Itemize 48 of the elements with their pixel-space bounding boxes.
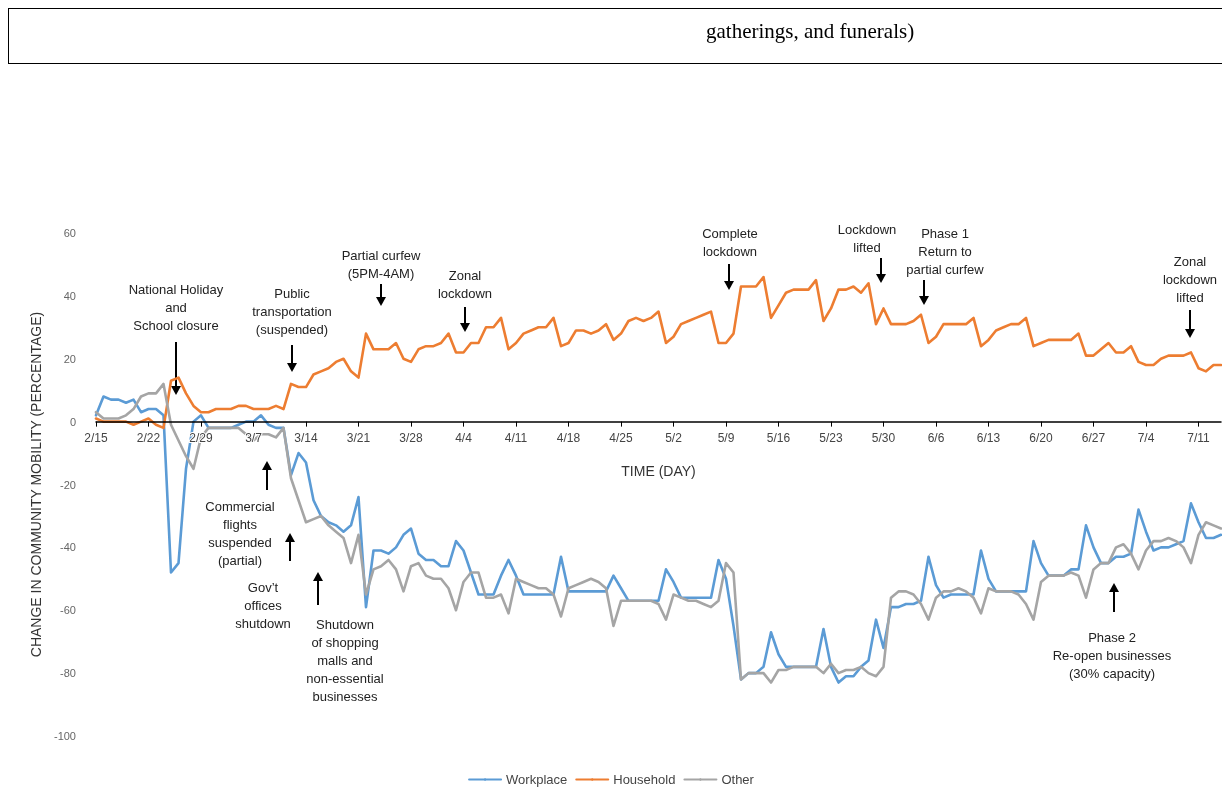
annotation: Commercial flights suspended (partial) xyxy=(205,498,275,568)
x-tick-label: 5/30 xyxy=(871,430,896,445)
y-axis-title: CHANGE IN COMMUNITY MOBILITY (PERCENTAGE) xyxy=(28,311,45,658)
x-axis-title: TIME (DAY) xyxy=(621,462,696,479)
x-tick-label: 6/20 xyxy=(1029,430,1053,445)
table-cell: gatherings, and funerals) xyxy=(8,8,1222,64)
x-tick-label: 3/28 xyxy=(399,430,423,445)
x-tick-label: 3/21 xyxy=(346,430,371,445)
y-tick-label: 20 xyxy=(63,352,76,365)
x-tick-label: 6/13 xyxy=(976,430,1001,445)
annotation: Phase 1 Return to partial curfew xyxy=(906,225,985,277)
annotation: Public transportation (suspended) xyxy=(252,285,332,337)
y-tick-label: 40 xyxy=(63,289,76,302)
x-tick-label: 5/9 xyxy=(717,430,735,445)
legend-label: Workplace xyxy=(506,772,568,787)
y-tick-label: 60 xyxy=(63,227,76,239)
y-tick-label: -100 xyxy=(53,730,76,742)
y-tick-label: -60 xyxy=(60,604,76,617)
y-tick-label: -80 xyxy=(60,667,76,680)
legend-label: Other xyxy=(721,772,755,787)
x-tick-label: 4/11 xyxy=(504,430,528,445)
x-tick-label: 6/27 xyxy=(1081,430,1106,445)
y-tick-label: 0 xyxy=(69,415,76,428)
x-tick-label: 4/25 xyxy=(609,430,633,445)
x-tick-label: 5/2 xyxy=(665,430,683,445)
x-tick-label: 7/4 xyxy=(1137,430,1155,445)
y-tick-label: -40 xyxy=(60,541,76,554)
x-tick-label: 3/14 xyxy=(294,430,318,445)
annotation: Phase 2 Re-open businesses (30% capacity) xyxy=(1052,629,1172,681)
x-tick-label: 5/23 xyxy=(819,430,843,445)
x-tick-label: 2/15 xyxy=(84,430,108,445)
x-tick-label: 4/4 xyxy=(455,430,473,445)
x-tick-label: 7/11 xyxy=(1187,430,1211,445)
x-tick-label: 4/18 xyxy=(556,430,581,445)
annotation: Zonal lockdown xyxy=(437,267,493,301)
x-tick-label: 2/22 xyxy=(136,430,161,445)
annotation: Lockdown lifted xyxy=(837,221,897,255)
x-tick-label: 3/7 xyxy=(245,430,263,445)
annotation: Shutdown of shopping malls and non-essential businesses xyxy=(306,616,384,704)
annotation: Zonal lockdown lifted xyxy=(1162,253,1218,305)
x-tick-label: 5/16 xyxy=(766,430,791,445)
x-tick-label: 6/6 xyxy=(927,430,945,445)
annotation: Partial curfew (5PM-4AM) xyxy=(341,247,421,281)
legend-label: Household xyxy=(613,772,676,787)
annotation: National Holiday and School closure xyxy=(128,281,224,333)
y-tick-label: -20 xyxy=(60,478,76,491)
annotation: Gov’t offices shutdown xyxy=(235,579,291,631)
annotation: Complete lockdown xyxy=(702,225,758,259)
